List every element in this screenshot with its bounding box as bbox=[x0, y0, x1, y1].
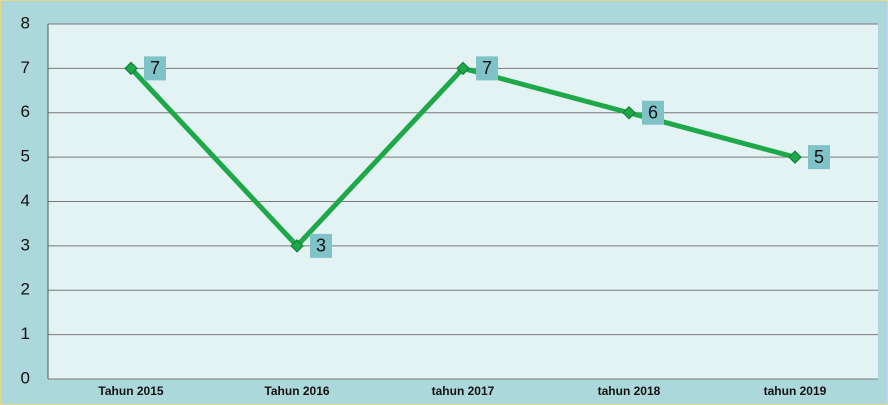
data-point bbox=[290, 239, 304, 253]
y-tick-label: 3 bbox=[21, 235, 30, 254]
data-label-box bbox=[808, 145, 830, 170]
data-point bbox=[788, 150, 802, 164]
data-point bbox=[622, 106, 636, 120]
data-label: 7 bbox=[482, 58, 492, 78]
y-tick-label: 8 bbox=[21, 13, 30, 32]
y-tick-label: 0 bbox=[21, 368, 30, 387]
y-tick-label: 4 bbox=[21, 191, 30, 210]
data-label-box bbox=[310, 233, 332, 258]
x-tick-label: Tahun 2015 bbox=[98, 384, 163, 398]
y-tick-label: 1 bbox=[21, 324, 30, 343]
data-label: 5 bbox=[814, 147, 824, 167]
x-tick-label: tahun 2019 bbox=[764, 384, 827, 398]
y-tick-label: 6 bbox=[21, 102, 30, 121]
data-label-box bbox=[476, 56, 498, 81]
data-label-box bbox=[144, 56, 166, 81]
data-point bbox=[456, 61, 470, 76]
y-tick-label: 5 bbox=[21, 147, 30, 166]
data-label: 7 bbox=[150, 58, 160, 78]
x-tick-label: tahun 2018 bbox=[598, 384, 661, 398]
data-point bbox=[124, 61, 138, 76]
y-tick-label: 7 bbox=[21, 58, 30, 77]
data-label-box bbox=[642, 100, 664, 125]
x-tick-label: Tahun 2016 bbox=[264, 384, 329, 398]
data-label: 6 bbox=[648, 103, 658, 123]
y-tick-label: 2 bbox=[21, 280, 30, 299]
data-label: 3 bbox=[316, 236, 326, 256]
x-tick-label: tahun 2017 bbox=[432, 384, 495, 398]
